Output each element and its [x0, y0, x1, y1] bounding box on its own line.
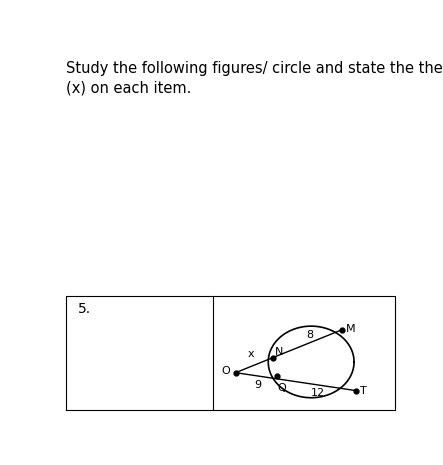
Text: O: O [222, 366, 230, 376]
Text: 12: 12 [311, 388, 325, 398]
Text: Study the following figures/ circle and state the theorem in finding the segment: Study the following figures/ circle and … [66, 61, 443, 96]
Text: 9: 9 [254, 380, 261, 390]
Text: x: x [248, 349, 254, 359]
Text: 8: 8 [306, 330, 313, 340]
Text: Q: Q [278, 383, 287, 393]
Text: M: M [346, 324, 356, 334]
Text: T: T [360, 385, 367, 396]
Text: 5.: 5. [78, 302, 91, 316]
Text: N: N [275, 347, 284, 357]
